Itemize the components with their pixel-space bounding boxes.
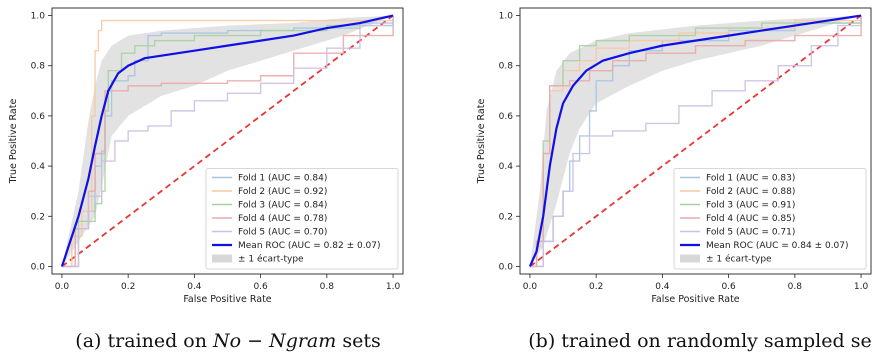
mean-roc-line (60, 14, 394, 267)
x-tick-label: 0.0 (523, 282, 538, 292)
y-tick-label: 0.2 (499, 212, 513, 222)
y-tick-label: 0.0 (31, 262, 46, 272)
fold-3-line (61, 15, 394, 268)
x-tick-label: 1.0 (386, 282, 401, 292)
legend-box (205, 168, 399, 270)
chart-2: 0.0 0.2 0.4 0.6 0.8 1.0 0.0 0.2 0.4 0.6 0.8 1.0 Fals… (476, 7, 872, 352)
y-tick-label: 0.0 (499, 262, 514, 272)
y-tick-label: 0.2 (31, 212, 45, 222)
legend-entry: Fold 2 (AUC = 0.88) (706, 187, 795, 197)
caption-suffix: sets (336, 330, 380, 352)
x-tick-label: 0.2 (121, 282, 135, 292)
fold-1-line (61, 15, 394, 268)
x-axis-label: False Positive Rate (183, 294, 271, 305)
x-tick-label: 0.8 (320, 282, 335, 292)
legend-entry: Fold 3 (AUC = 0.84) (238, 201, 327, 211)
axes-frame (519, 7, 872, 275)
legend-entry: Fold 5 (AUC = 0.70) (238, 228, 327, 238)
y-tick-label: 0.8 (499, 62, 514, 72)
fold-2-line (61, 15, 394, 268)
y-tick-label: 0.4 (499, 162, 514, 172)
x-tick-label: 0.0 (55, 282, 70, 292)
caption: (a) trained on No − Ngram sets (75, 330, 380, 352)
mean-roc-line (528, 14, 862, 267)
legend-entry: Mean ROC (AUC = 0.84 ± 0.07) (706, 241, 849, 251)
fold-4-line (529, 15, 862, 268)
fold-5-line (61, 15, 394, 268)
legend-entry: ± 1 écart-type (238, 254, 304, 265)
legend-entry: Fold 2 (AUC = 0.92) (238, 187, 327, 197)
legend-entry: Fold 5 (AUC = 0.71) (706, 228, 795, 238)
y-tick-label: 1.0 (499, 12, 514, 22)
legend-swatch (680, 254, 700, 263)
std-band (61, 15, 394, 267)
legend-entry: Mean ROC (AUC = 0.82 ± 0.07) (238, 241, 381, 251)
y-tick-label: 0.8 (31, 62, 46, 72)
x-tick-label: 0.4 (187, 282, 202, 292)
fold-5-line (529, 15, 862, 268)
x-tick-label: 0.2 (589, 282, 603, 292)
y-tick-label: 0.6 (499, 112, 514, 122)
caption-prefix: (b) trained on randomly sampled se (528, 330, 871, 352)
x-tick-label: 0.8 (788, 282, 803, 292)
y-axis-label: True Positive Rate (8, 99, 19, 185)
y-tick-label: 0.4 (31, 162, 46, 172)
legend-swatch (212, 254, 232, 263)
y-tick-label: 1.0 (31, 12, 46, 22)
plot-area (528, 14, 862, 268)
y-tick-label: 0.6 (31, 112, 46, 122)
legend-entry: Fold 4 (AUC = 0.85) (706, 214, 795, 224)
x-tick-label: 0.4 (655, 282, 670, 292)
legend-box (673, 168, 867, 270)
legend-entry: Fold 4 (AUC = 0.78) (238, 214, 327, 224)
legend-entry: Fold 1 (AUC = 0.84) (238, 174, 327, 184)
legend: Fold 1 (AUC = 0.84) Fold 2 (AUC = 0.92) Fo… (205, 168, 399, 270)
caption: (b) trained on randomly sampled se (528, 330, 871, 352)
x-tick-label: 0.6 (253, 282, 268, 292)
plot-area (60, 14, 394, 268)
chart-1: 0.0 0.2 0.4 0.6 0.8 1.0 0.0 0.2 0.4 0.6 0.8 1.0 Fals… (8, 7, 404, 352)
x-tick-label: 1.0 (854, 282, 869, 292)
legend-entry: ± 1 écart-type (706, 254, 772, 265)
legend: Fold 1 (AUC = 0.83) Fold 2 (AUC = 0.88) Fo… (673, 168, 867, 270)
caption-math: No − Ngram (212, 330, 336, 352)
y-axis-label: True Positive Rate (476, 99, 487, 185)
x-axis-label: False Positive Rate (651, 294, 739, 305)
legend-entry: Fold 1 (AUC = 0.83) (706, 174, 795, 184)
legend-entry: Fold 3 (AUC = 0.91) (706, 201, 795, 211)
axes-frame (51, 7, 404, 275)
x-tick-label: 0.6 (721, 282, 736, 292)
caption-prefix: (a) trained on (75, 330, 213, 352)
